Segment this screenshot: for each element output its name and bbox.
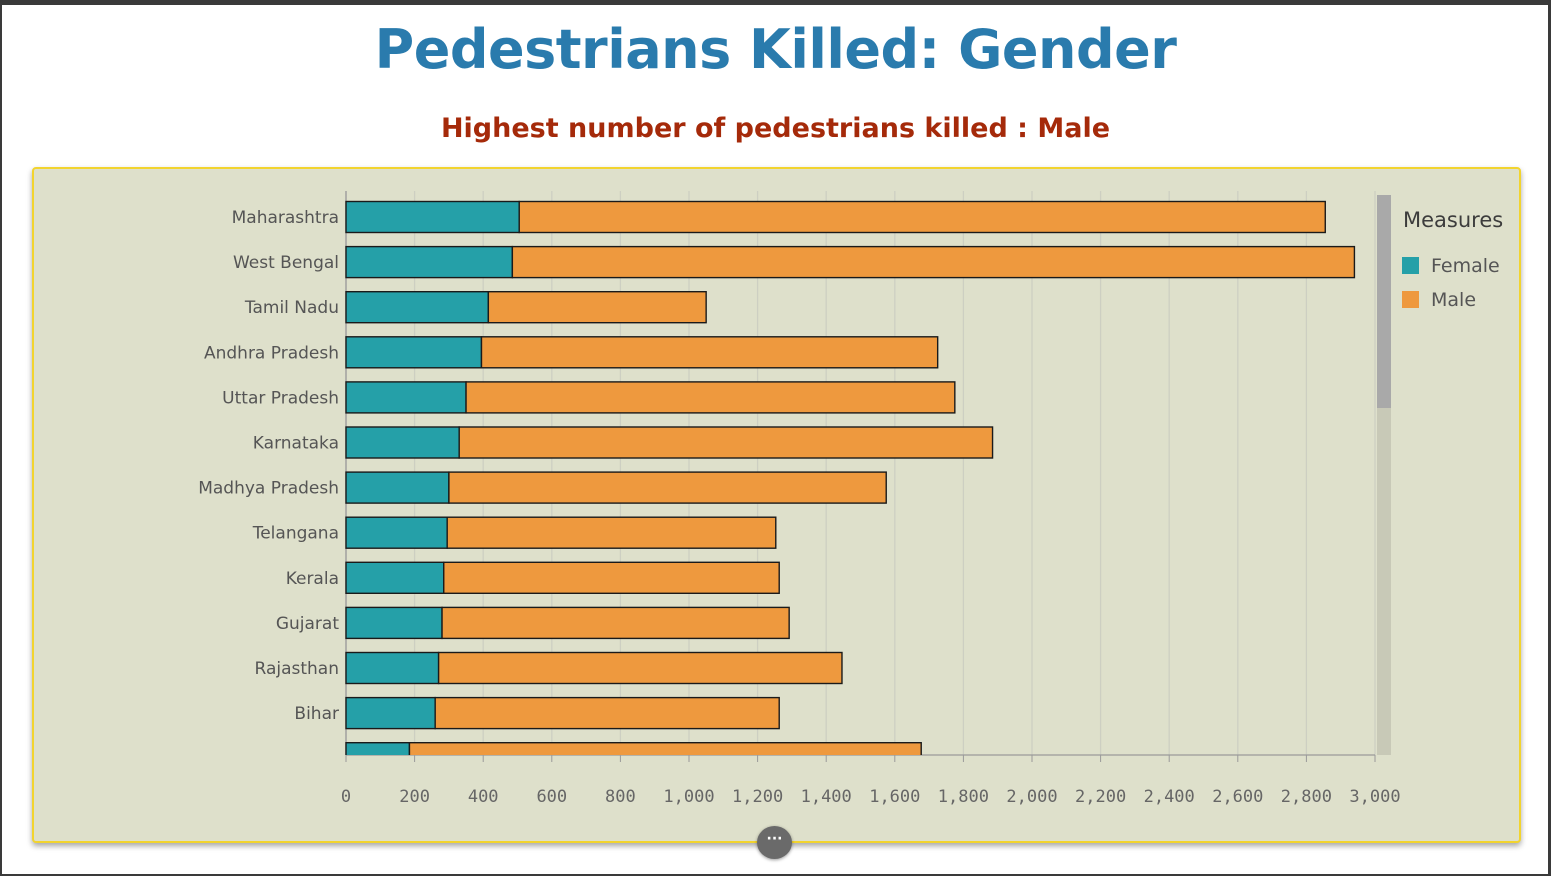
x-tick-label: 200 (399, 787, 430, 807)
y-axis-labels: Maharashtra West Bengal Tamil Nadu Andhra P… (198, 208, 339, 724)
bar-female[interactable] (345, 471, 450, 504)
bar-male[interactable] (487, 290, 707, 324)
x-tick-label: 2,200 (1075, 787, 1126, 807)
y-tick-label: Kerala (286, 569, 339, 589)
x-tick-label: 2,400 (1144, 787, 1195, 807)
x-tick-label: 1,400 (801, 787, 852, 807)
x-tick-label: 1,800 (938, 787, 989, 807)
bar-female[interactable] (345, 290, 490, 324)
y-tick-label: Gujarat (276, 614, 339, 634)
x-tick-label: 400 (468, 787, 499, 807)
x-tick-label: 1,200 (732, 787, 783, 807)
legend-label-female[interactable]: Female (1431, 255, 1500, 277)
bar-male[interactable] (518, 200, 1326, 234)
y-tick-label: Uttar Pradesh (222, 388, 339, 408)
chart-scrollbar[interactable] (1377, 195, 1391, 755)
bar-male[interactable] (446, 516, 777, 549)
bar-female[interactable] (345, 245, 514, 279)
legend: Measures Female Male (1402, 208, 1503, 311)
x-tick-label: 3,000 (1349, 787, 1400, 807)
bar-male[interactable] (458, 426, 994, 459)
y-tick-label: Telangana (252, 524, 339, 544)
legend-swatch-male (1402, 291, 1419, 308)
y-tick-label: Karnataka (253, 434, 339, 454)
page-subtitle: Highest number of pedestrians killed : M… (440, 113, 1111, 144)
bar-male[interactable] (434, 696, 780, 730)
x-axis-labels: 0 200 400 600 800 1,000 1,200 1,400 1,600 1,800 2,… (341, 787, 1401, 807)
x-tick-label: 2,600 (1212, 787, 1263, 807)
x-tick-label: 1,600 (869, 787, 920, 807)
legend-label-male[interactable]: Male (1431, 289, 1476, 311)
bar-female[interactable] (345, 381, 467, 414)
y-tick-label: Rajasthan (255, 659, 340, 679)
x-tick-label: 1,000 (663, 787, 714, 807)
x-tick-label: 600 (536, 787, 567, 807)
x-tick-label: 800 (605, 787, 636, 807)
page-title: Pedestrians Killed: Gender (374, 18, 1177, 81)
bars (345, 200, 1356, 774)
bar-male[interactable] (437, 651, 843, 685)
bar-male[interactable] (480, 336, 939, 369)
bar-female[interactable] (345, 742, 411, 774)
bar-female[interactable] (345, 426, 460, 459)
bar-male[interactable] (443, 561, 780, 594)
bar-male[interactable] (465, 381, 956, 414)
bar-male[interactable] (511, 245, 1356, 279)
y-tick-label: Andhra Pradesh (204, 343, 339, 363)
legend-swatch-female (1402, 257, 1419, 274)
bar-female[interactable] (345, 336, 483, 369)
x-tick-label: 2,800 (1281, 787, 1332, 807)
bar-male[interactable] (448, 471, 887, 504)
x-tick-label: 2,000 (1006, 787, 1057, 807)
legend-title: Measures (1403, 208, 1503, 232)
bar-female[interactable] (345, 200, 520, 234)
scrollbar-thumb[interactable] (1377, 195, 1391, 408)
bar-male[interactable] (408, 742, 922, 774)
bar-female[interactable] (345, 696, 436, 730)
bar-female[interactable] (345, 516, 448, 549)
y-tick-label: Maharashtra (232, 208, 339, 228)
y-tick-label: Bihar (294, 704, 339, 724)
chart-svg[interactable]: Maharashtra West Bengal Tamil Nadu Andhra P… (34, 169, 1519, 841)
bar-female[interactable] (345, 561, 445, 594)
chart-panel[interactable]: Maharashtra West Bengal Tamil Nadu Andhra P… (32, 167, 1521, 843)
bar-male[interactable] (441, 606, 790, 640)
bar-female[interactable] (345, 651, 440, 685)
y-tick-label: Madhya Pradesh (198, 479, 339, 499)
more-options-button[interactable]: ··· (757, 826, 792, 859)
x-tick-label: 0 (341, 787, 351, 807)
y-tick-label: Tamil Nadu (244, 298, 339, 318)
y-tick-label: West Bengal (233, 253, 339, 273)
bar-female[interactable] (345, 606, 443, 640)
